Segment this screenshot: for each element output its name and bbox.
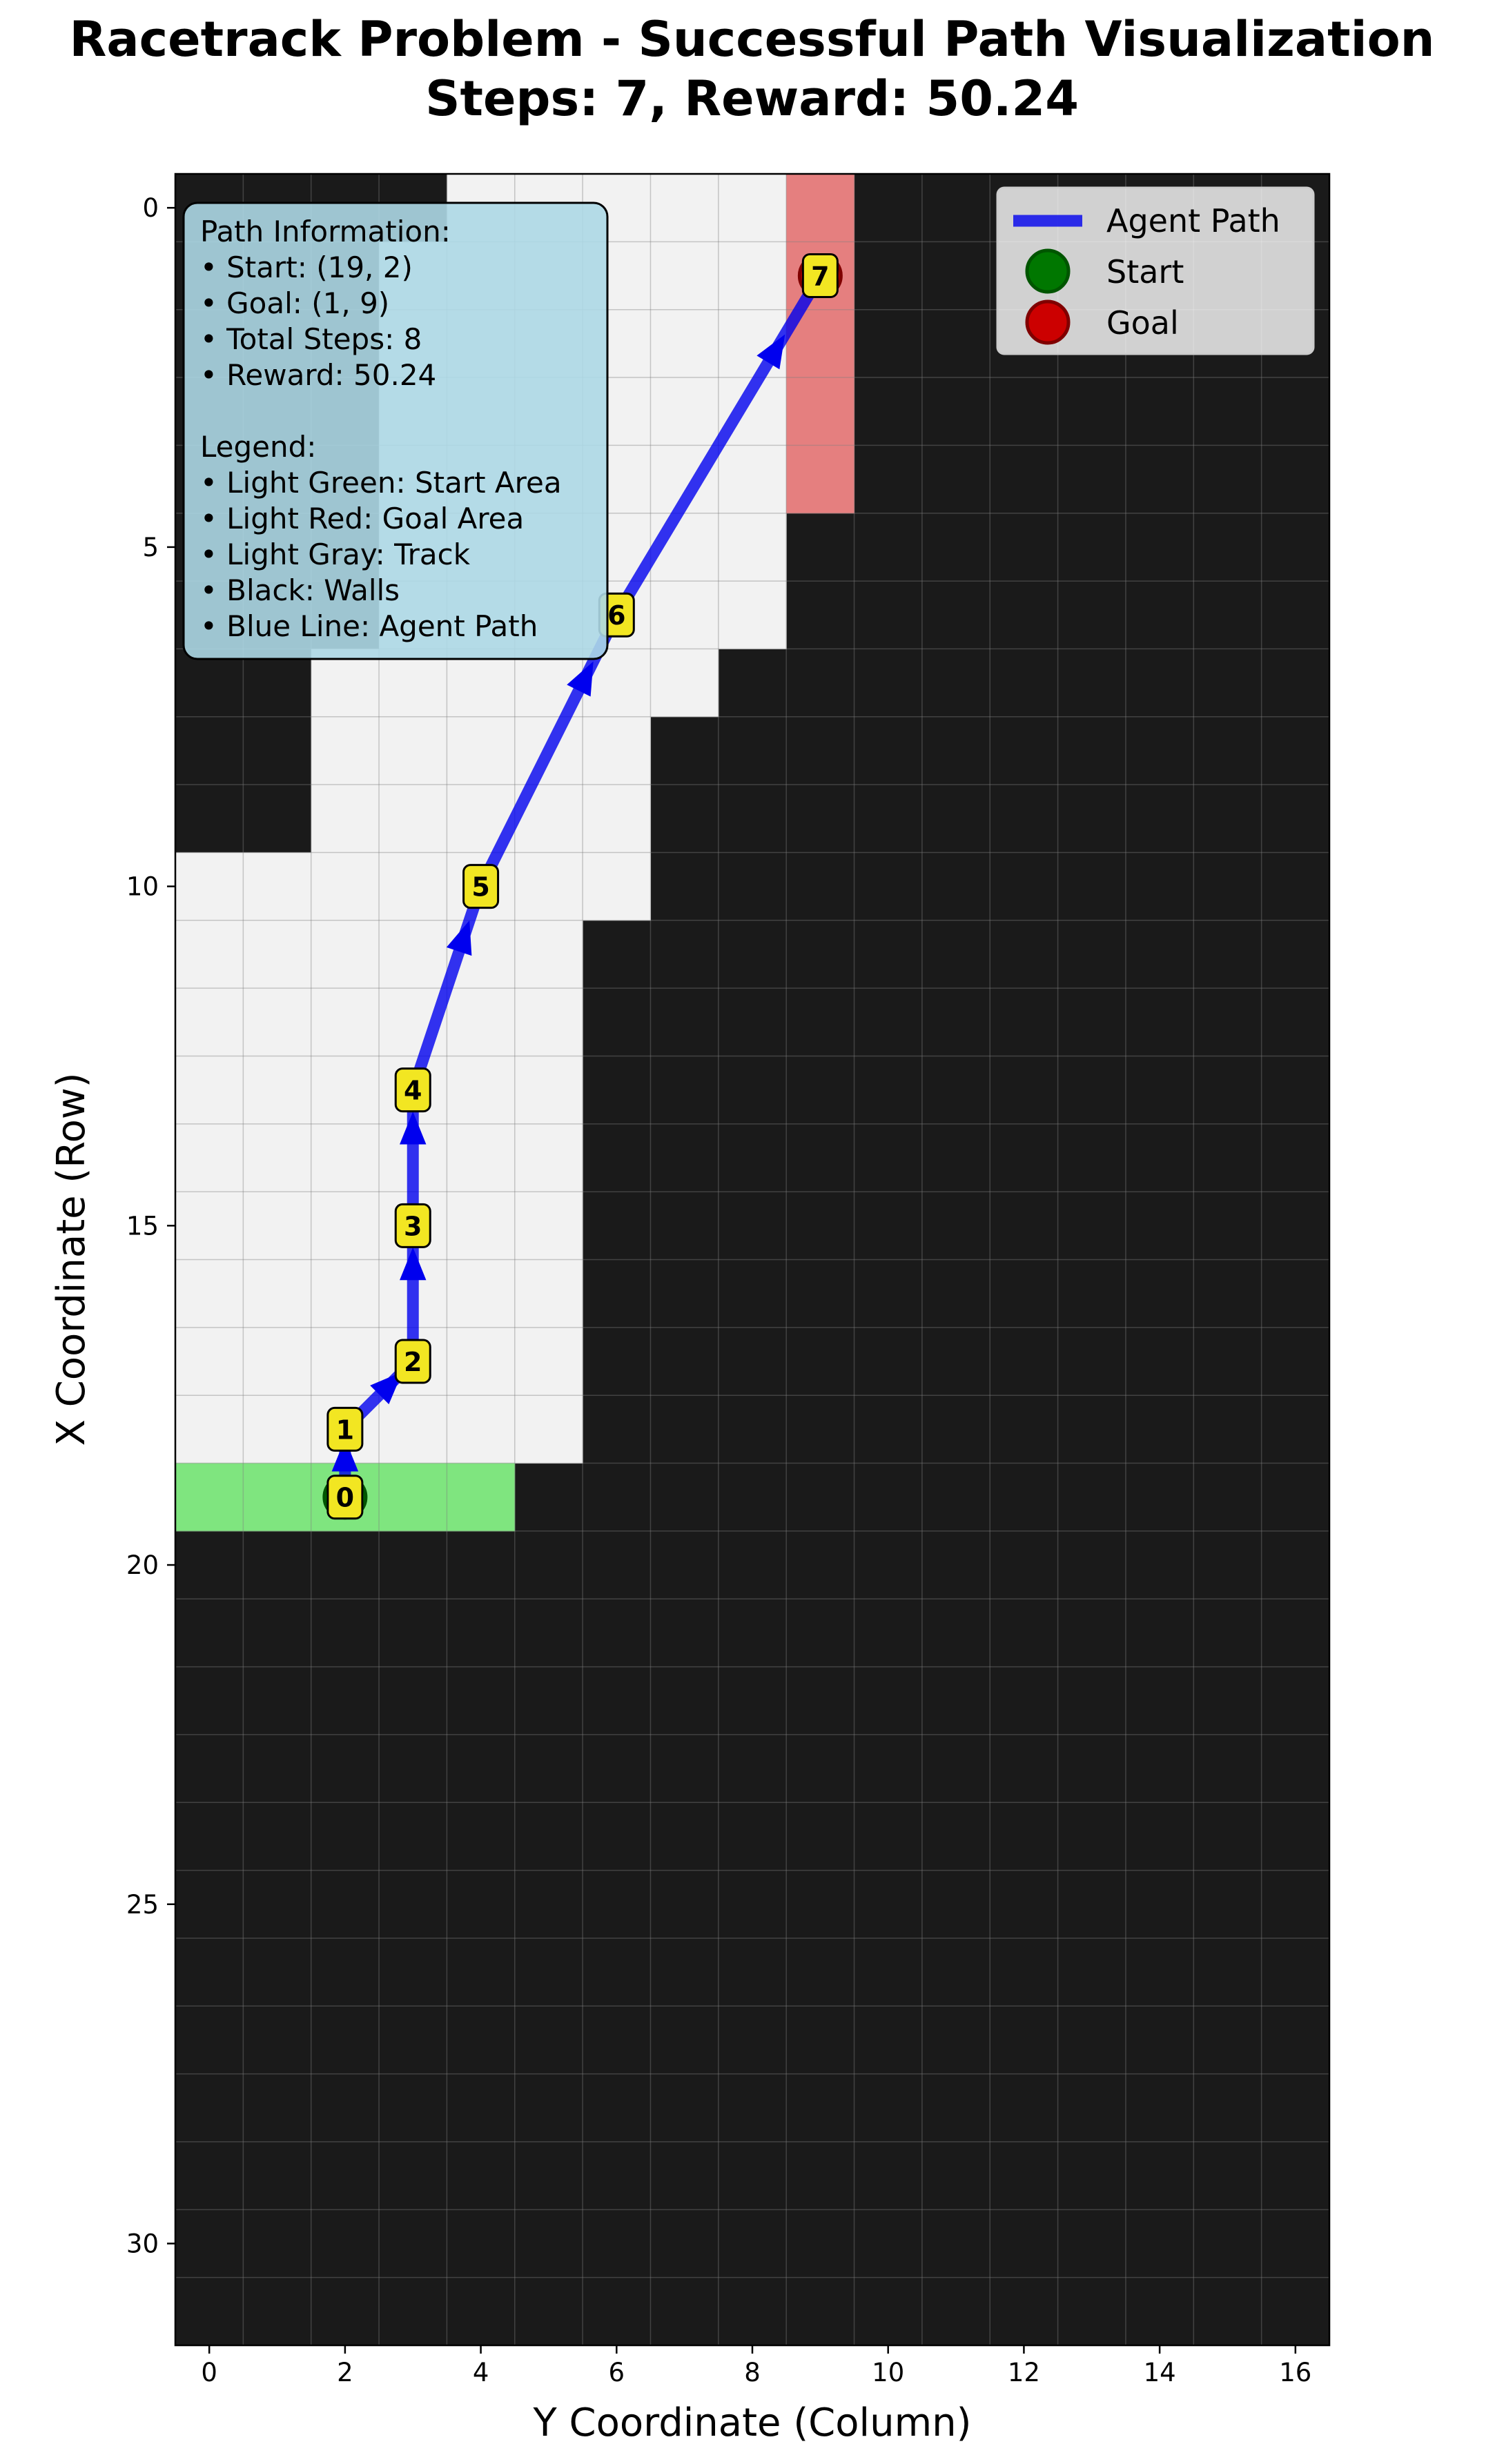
y-tick-label: 30 — [126, 2229, 159, 2258]
chart-title-line-1: Racetrack Problem - Successful Path Visu… — [69, 11, 1435, 68]
info-box-background — [182, 201, 609, 660]
info-box-line: • Goal: (1, 9) — [200, 286, 389, 320]
chart-title-line-2: Steps: 7, Reward: 50.24 — [425, 70, 1079, 127]
step-label-7: 7 — [801, 253, 839, 299]
x-tick-label: 10 — [872, 2358, 904, 2387]
legend: Agent Path Start Goal — [996, 186, 1315, 355]
path-arrow — [370, 1371, 403, 1405]
info-box-line: • Light Green: Start Area — [200, 466, 562, 500]
x-tick-label: 12 — [1008, 2358, 1040, 2387]
track-cells — [311, 716, 651, 853]
info-box-line: • Total Steps: 8 — [200, 322, 422, 356]
info-box-line: • Light Gray: Track — [200, 538, 471, 571]
step-label-0: 0 — [326, 1475, 364, 1520]
x-tick-label: 2 — [337, 2358, 353, 2387]
path-arrow — [400, 1247, 427, 1281]
step-label-box — [326, 1475, 364, 1520]
chart-title: Racetrack Problem - Successful Path Visu… — [0, 10, 1504, 128]
step-label-box — [394, 1339, 431, 1384]
step-label-2: 2 — [394, 1339, 431, 1384]
info-box-line: • Start: (19, 2) — [200, 250, 413, 284]
info-box-line: • Black: Walls — [200, 573, 400, 607]
step-label-text: 4 — [404, 1076, 422, 1106]
path-arrow — [400, 1112, 427, 1145]
track-cells — [311, 649, 719, 718]
track-cells — [175, 920, 583, 1464]
legend-entry-label: Goal — [1106, 304, 1179, 342]
step-label-text: 3 — [404, 1211, 422, 1241]
info-box-line: Path Information: — [200, 215, 451, 248]
info-box-line: • Reward: 50.24 — [200, 358, 436, 392]
step-label-box — [326, 1406, 364, 1452]
track-cells — [175, 852, 651, 921]
step-label-text: 0 — [336, 1483, 354, 1513]
x-tick-label: 8 — [744, 2358, 761, 2387]
legend-start-swatch — [1025, 248, 1071, 294]
x-tick-label: 6 — [609, 2358, 625, 2387]
info-box-line: Legend: — [200, 430, 316, 464]
x-tick-label: 0 — [201, 2358, 217, 2387]
step-label-box — [394, 1203, 431, 1248]
step-label-box — [462, 864, 500, 909]
legend-goal-swatch — [1025, 299, 1071, 345]
legend-entry-label: Agent Path — [1106, 202, 1280, 239]
step-label-text: 5 — [471, 872, 489, 903]
info-box-line: • Light Red: Goal Area — [200, 502, 524, 535]
y-tick-label: 15 — [126, 1211, 159, 1241]
step-label-box — [801, 253, 839, 299]
step-label-3: 3 — [394, 1203, 431, 1248]
info-box-line: • Blue Line: Agent Path — [200, 609, 538, 643]
step-label-4: 4 — [394, 1067, 431, 1113]
path-arrow — [756, 334, 785, 370]
legend-box — [996, 186, 1315, 355]
y-tick-label: 5 — [142, 533, 159, 562]
goal-area-cells — [786, 174, 855, 514]
y-tick-label: 0 — [142, 193, 159, 223]
y-axis-ticks: 0 5 10 15 20 25 30 — [126, 193, 175, 2258]
step-label-box — [394, 1067, 431, 1113]
x-tick-label: 4 — [473, 2358, 489, 2387]
legend-entry-label: Start — [1106, 253, 1184, 290]
step-label-5: 5 — [462, 864, 500, 909]
step-label-text: 1 — [336, 1415, 354, 1445]
x-tick-label: 14 — [1144, 2358, 1176, 2387]
y-axis-label: X Coordinate (Row) — [49, 1072, 94, 1446]
path-arrow — [331, 1439, 359, 1472]
y-tick-label: 10 — [126, 872, 159, 902]
x-axis-label: Y Coordinate (Column) — [533, 2401, 972, 2445]
step-label-1: 1 — [326, 1406, 364, 1452]
y-tick-label: 20 — [126, 1550, 159, 1580]
step-label-text: 6 — [607, 600, 625, 631]
step-label-text: 2 — [404, 1347, 422, 1377]
path-info-box: Path Information:• Start: (19, 2)• Goal:… — [182, 201, 609, 660]
gridlines — [175, 174, 1329, 2345]
step-label-text: 7 — [811, 262, 829, 292]
x-tick-label: 16 — [1279, 2358, 1311, 2387]
path-arrow — [446, 920, 472, 956]
x-axis-ticks: 0 2 4 6 8 10 12 14 16 — [201, 2345, 1311, 2387]
path-arrow — [567, 661, 594, 697]
y-tick-label: 25 — [126, 1890, 159, 1920]
